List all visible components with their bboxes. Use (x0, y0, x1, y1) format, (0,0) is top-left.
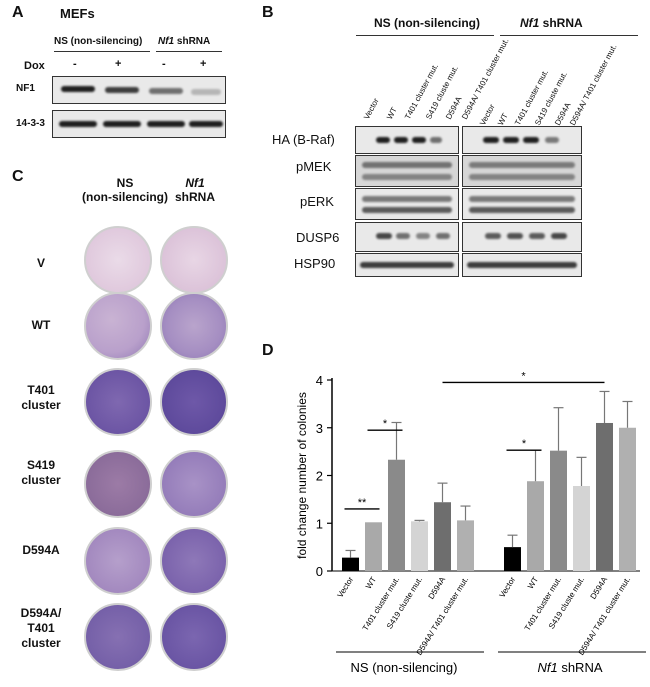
category-label: WT (364, 575, 378, 590)
bar (434, 502, 451, 571)
bar (365, 522, 382, 571)
category-label: WT (526, 575, 540, 590)
dusp6-blot-ns (355, 222, 459, 252)
panel-a-title: MEFs (60, 6, 95, 21)
dusp6-blot-nf1 (462, 222, 582, 252)
colony-dish (160, 368, 228, 436)
blot-row-label: DUSP6 (296, 230, 340, 245)
bar (596, 422, 613, 571)
y-tick-label: 3 (316, 421, 323, 436)
bar (457, 520, 474, 571)
category-label: Vector (336, 575, 356, 599)
blot-row-label: NF1 (16, 83, 35, 94)
colony-row-label: D594A/T401 cluster (20, 606, 62, 650)
panel-a-letter: A (12, 4, 24, 21)
panel-c-col2-header: Nf1 shRNA (174, 176, 215, 204)
group-label: Nf1 shRNA (537, 660, 602, 675)
y-tick-label: 4 (316, 373, 323, 388)
colony-row-label: T401 cluster (21, 383, 61, 412)
panel-d-letter: D (262, 342, 274, 359)
blot-row-label: pMEK (296, 159, 332, 174)
category-label: D594A (589, 575, 610, 601)
lane-label: WT (385, 105, 399, 121)
panel-a-group2: Nf1 shRNA (158, 36, 211, 47)
bar (411, 521, 428, 571)
bar (550, 450, 567, 571)
panel-a-group2-line (156, 51, 222, 52)
bar (504, 547, 521, 571)
panel-a-group1: NS (non-silencing) (54, 36, 143, 47)
colony-dish (160, 603, 228, 671)
dox-value: - (162, 58, 166, 70)
colony-dish (84, 368, 152, 436)
colony-row-label: S419 cluster (21, 458, 61, 487)
perk-blot-ns (355, 188, 459, 220)
ha-blot-ns (355, 126, 459, 154)
colony-dish (160, 292, 228, 360)
blot-row-label: HSP90 (294, 256, 336, 271)
nf1-blot (52, 76, 226, 104)
bar (573, 486, 590, 571)
colony-row-label: V (36, 256, 45, 270)
lane-label: Vector (478, 102, 497, 127)
panel-b-group1: NS (non-silencing) (374, 16, 480, 30)
significance-marker: * (521, 370, 526, 382)
blot-row-label: HA (B-Raf) (272, 132, 335, 147)
dox-label: Dox (24, 60, 45, 72)
panel-b-group2: Nf1 shRNA (520, 16, 583, 30)
y-tick-label: 1 (316, 516, 323, 531)
blot-row-label: 14-3-3 (16, 118, 45, 129)
colony-dish (84, 226, 152, 294)
perk-blot-nf1 (462, 188, 582, 220)
lane-label: WT (496, 111, 510, 127)
bar (527, 481, 544, 571)
colony-dish (160, 450, 228, 518)
panel-c-letter: C (12, 168, 24, 185)
colony-dish (160, 527, 228, 595)
pmek-blot-nf1 (462, 155, 582, 187)
blot-row-label: pERK (300, 194, 334, 209)
colony-dish (160, 226, 228, 294)
significance-marker: * (383, 418, 388, 430)
ha-blot-nf1 (462, 126, 582, 154)
bar (388, 459, 405, 571)
category-label: D594A (427, 575, 448, 601)
panel-b-group2-line (500, 35, 638, 36)
dox-value: + (200, 58, 207, 70)
bar (619, 427, 636, 571)
hsp90-blot-nf1 (462, 253, 582, 277)
y-tick-label: 0 (316, 564, 323, 579)
panel-c-col1-header: NS (non-silencing) (82, 176, 168, 204)
colony-bar-chart: 0 1 2 3 4 fold change number of colonies Vecto… (295, 370, 646, 675)
pmek-blot-ns (355, 155, 459, 187)
colony-row-label: WT (31, 318, 51, 332)
hsp90-blot-ns (355, 253, 459, 277)
colony-dish (84, 292, 152, 360)
dox-value: + (115, 58, 122, 70)
lane-label: D594A/ T401 cluster mut. (568, 42, 619, 127)
significance-marker: ** (358, 497, 367, 509)
category-label: Vector (498, 575, 518, 599)
significance-marker: * (522, 438, 527, 450)
bar (342, 557, 359, 571)
lane-label: Vector (362, 96, 381, 121)
colony-dish (84, 450, 152, 518)
panel-b-letter: B (262, 4, 274, 21)
1433-blot (52, 110, 226, 138)
dox-value: - (73, 58, 77, 70)
group-label: NS (non-silencing) (351, 660, 458, 675)
panel-a-group1-line (54, 51, 150, 52)
panel-b-group1-line (356, 35, 494, 36)
colony-dish (84, 527, 152, 595)
y-axis-label: fold change number of colonies (295, 392, 309, 559)
colony-dish (84, 603, 152, 671)
y-tick-label: 2 (316, 469, 323, 484)
colony-row-label: D594A (22, 543, 60, 557)
